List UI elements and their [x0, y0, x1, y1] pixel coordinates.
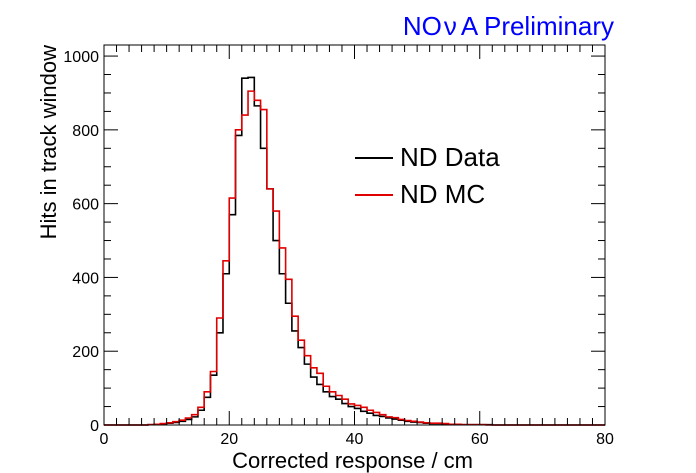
- x-axis-title: Corrected response / cm: [232, 448, 473, 473]
- y-tick-label: 200: [72, 344, 99, 361]
- banner-text-right: A Preliminary: [461, 11, 614, 41]
- legend-label-nd-data: ND Data: [400, 142, 500, 172]
- banner-text-left: NO: [403, 11, 442, 41]
- y-tick-label: 600: [72, 197, 99, 214]
- banner-nu-symbol: ν: [444, 11, 457, 41]
- plot-frame: [103, 44, 606, 426]
- series-layer: [104, 76, 605, 426]
- y-tick-label: 400: [72, 270, 99, 287]
- series-nd-mc-histogram: [104, 90, 605, 426]
- y-tick-label: 800: [72, 123, 99, 140]
- x-tick-label: 40: [346, 431, 364, 448]
- y-axis-title: Hits in track window: [36, 45, 61, 240]
- x-tick-label: 0: [100, 431, 109, 448]
- x-tick-label: 60: [471, 431, 489, 448]
- series-nd-data-histogram: [104, 76, 605, 426]
- y-tick-label: 0: [90, 418, 99, 435]
- legend-label-nd-mc: ND MC: [400, 179, 485, 209]
- nova-preliminary-banner: NOν A Preliminary: [403, 11, 614, 41]
- y-tick-label: 1000: [63, 49, 99, 66]
- x-tick-label: 20: [220, 431, 238, 448]
- legend: ND Data ND MC: [355, 142, 500, 209]
- x-tick-label: 80: [596, 431, 614, 448]
